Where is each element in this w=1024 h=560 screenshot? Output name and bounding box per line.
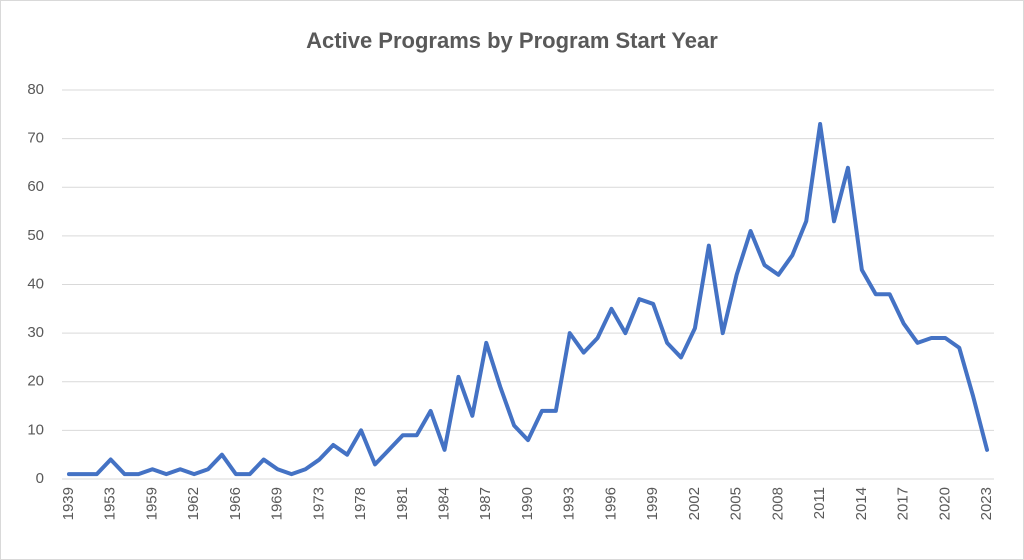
x-tick-label: 1999 [644, 487, 661, 520]
y-tick-label: 20 [27, 373, 44, 390]
x-tick-label: 1990 [519, 487, 536, 520]
y-tick-label: 40 [27, 275, 44, 292]
x-tick-label: 1981 [394, 487, 411, 520]
x-tick-label: 1966 [227, 487, 244, 520]
x-tick-label: 2014 [853, 487, 870, 520]
x-tick-label: 1987 [477, 487, 494, 520]
y-tick-label: 50 [27, 227, 44, 244]
x-tick-label: 1996 [602, 487, 619, 520]
x-tick-label: 1953 [102, 487, 119, 520]
x-tick-label: 1984 [436, 487, 453, 520]
y-tick-label: 10 [27, 421, 44, 438]
x-tick-label: 1978 [352, 487, 369, 520]
x-tick-label: 2020 [936, 487, 953, 520]
x-tick-label: 2023 [978, 487, 995, 520]
x-tick-label: 1973 [310, 487, 327, 520]
x-tick-label: 2008 [769, 487, 786, 520]
x-tick-label: 1993 [561, 487, 578, 520]
x-tick-label: 2017 [895, 487, 912, 520]
x-tick-label: 1959 [143, 487, 160, 520]
x-tick-label: 1962 [185, 487, 202, 520]
y-tick-label: 60 [27, 178, 44, 195]
x-tick-label: 1969 [269, 487, 286, 520]
y-tick-label: 0 [36, 470, 44, 487]
y-tick-label: 70 [27, 130, 44, 147]
data-line [66, 122, 990, 477]
y-tick-label: 30 [27, 324, 44, 341]
x-tick-label: 2002 [686, 487, 703, 520]
x-tick-label: 2011 [811, 487, 828, 519]
x-tick-label: 2005 [728, 487, 745, 520]
y-tick-label: 80 [27, 81, 44, 98]
x-tick-label: 1939 [60, 487, 77, 520]
chart-title: Active Programs by Program Start Year [306, 28, 718, 53]
